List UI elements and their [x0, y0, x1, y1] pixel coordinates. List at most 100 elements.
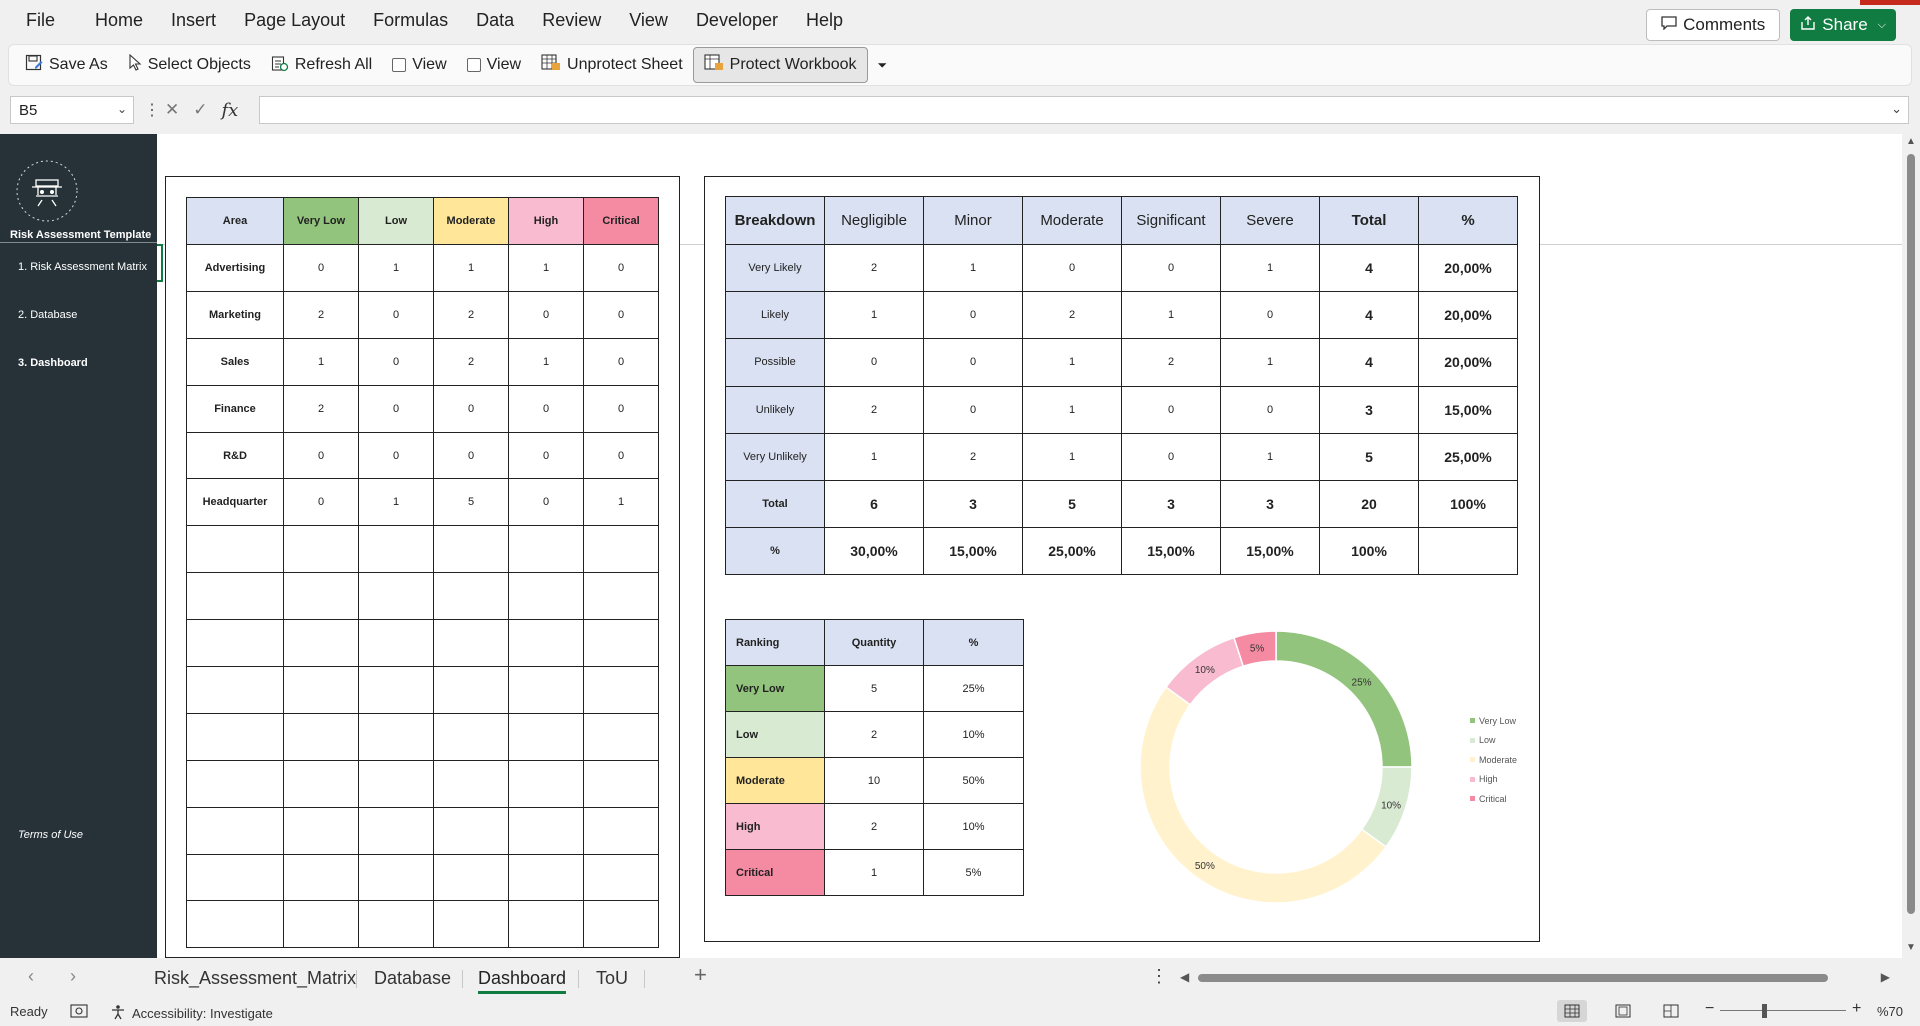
- table-cell[interactable]: 1: [1022, 432, 1122, 481]
- table-cell[interactable]: 1: [923, 243, 1023, 293]
- table-cell[interactable]: [583, 572, 659, 621]
- table-cell[interactable]: 0: [824, 338, 924, 387]
- table-cell[interactable]: 1: [508, 244, 584, 292]
- menu-view[interactable]: View: [629, 9, 668, 30]
- table-cell[interactable]: 0: [923, 291, 1023, 340]
- table-cell[interactable]: 3: [923, 479, 1023, 529]
- table-cell[interactable]: 100%: [1319, 527, 1419, 576]
- confirm-icon[interactable]: ✓: [193, 100, 208, 119]
- area-name-cell[interactable]: R&D: [186, 431, 284, 480]
- menu-review[interactable]: Review: [542, 9, 602, 30]
- table-cell[interactable]: 5: [824, 665, 924, 712]
- table-cell[interactable]: 15,00%: [1220, 527, 1320, 576]
- table-cell[interactable]: [358, 759, 434, 808]
- menu-help[interactable]: Help: [805, 9, 844, 30]
- view-checkbox-2[interactable]: View: [457, 47, 531, 83]
- table-cell[interactable]: [508, 900, 584, 949]
- more-vertical-icon[interactable]: ⋮: [144, 102, 160, 119]
- tab-database[interactable]: Database: [374, 967, 452, 988]
- table-cell[interactable]: [358, 853, 434, 902]
- table-cell[interactable]: 2: [283, 290, 359, 339]
- table-cell[interactable]: [186, 806, 284, 855]
- name-box[interactable]: B5 ⌄: [10, 96, 134, 124]
- table-cell[interactable]: 0: [583, 337, 659, 386]
- table-cell[interactable]: [433, 900, 509, 949]
- view-checkbox-1[interactable]: View: [382, 47, 456, 83]
- table-cell[interactable]: 0: [508, 478, 584, 527]
- header-cell[interactable]: Moderate: [1022, 196, 1122, 245]
- table-cell[interactable]: 0: [283, 431, 359, 480]
- table-cell[interactable]: 0: [1220, 385, 1320, 434]
- table-cell[interactable]: 15,00%: [1418, 385, 1518, 434]
- ranking-label-cell[interactable]: High: [725, 803, 825, 850]
- header-cell[interactable]: Area: [186, 197, 284, 245]
- table-cell[interactable]: [583, 900, 659, 949]
- likelihood-cell[interactable]: Unlikely: [725, 385, 825, 434]
- table-cell[interactable]: 1: [824, 432, 924, 481]
- table-cell[interactable]: 2: [433, 337, 509, 386]
- table-cell[interactable]: 1: [358, 244, 434, 292]
- table-cell[interactable]: [186, 572, 284, 621]
- table-cell[interactable]: 1: [1022, 338, 1122, 387]
- table-cell[interactable]: 1: [583, 478, 659, 527]
- ranking-donut-chart[interactable]: 25% 10% 50% 10% 5%: [1136, 627, 1416, 907]
- table-cell[interactable]: 1: [283, 337, 359, 386]
- ranking-label-cell[interactable]: Very Low: [725, 665, 825, 712]
- menu-developer[interactable]: Developer: [695, 9, 778, 30]
- table-cell[interactable]: 1: [1220, 432, 1320, 481]
- accessibility-status[interactable]: Accessibility: Investigate: [110, 1004, 273, 1023]
- header-cell[interactable]: Ranking: [725, 619, 825, 666]
- table-cell[interactable]: [283, 853, 359, 902]
- horizontal-scroll-thumb[interactable]: [1198, 974, 1828, 982]
- menu-formulas[interactable]: Formulas: [373, 9, 449, 30]
- table-cell[interactable]: [358, 572, 434, 621]
- worksheet-area[interactable]: Risk Assessment Template 1. Risk Assessm…: [0, 134, 1902, 958]
- table-cell[interactable]: 15,00%: [923, 527, 1023, 576]
- area-name-cell[interactable]: Finance: [186, 384, 284, 433]
- header-cell[interactable]: Critical: [583, 197, 659, 245]
- table-cell[interactable]: [358, 666, 434, 714]
- scroll-right-icon[interactable]: ▶: [1880, 970, 1890, 984]
- area-name-cell[interactable]: Advertising: [186, 244, 284, 292]
- chevron-down-icon[interactable]: ⌄: [1891, 101, 1902, 116]
- table-cell[interactable]: 2: [433, 290, 509, 339]
- header-cell[interactable]: %: [923, 619, 1024, 666]
- table-cell[interactable]: 0: [1121, 243, 1221, 293]
- table-cell[interactable]: [358, 619, 434, 668]
- likelihood-cell[interactable]: Very Likely: [725, 243, 825, 293]
- table-cell[interactable]: [283, 712, 359, 761]
- table-cell[interactable]: [283, 759, 359, 808]
- table-cell[interactable]: [508, 619, 584, 668]
- table-cell[interactable]: 30,00%: [824, 527, 924, 576]
- table-cell[interactable]: [186, 525, 284, 574]
- table-cell[interactable]: [433, 619, 509, 668]
- tab-next-icon[interactable]: ›: [70, 966, 76, 986]
- header-cell[interactable]: Negligible: [824, 196, 924, 245]
- table-cell[interactable]: 0: [583, 431, 659, 480]
- table-cell[interactable]: 1: [358, 478, 434, 527]
- table-cell[interactable]: 0: [283, 478, 359, 527]
- table-cell[interactable]: 1: [433, 244, 509, 292]
- zoom-out-icon[interactable]: −: [1705, 1000, 1715, 1017]
- macro-record-icon[interactable]: [70, 1004, 88, 1018]
- ranking-label-cell[interactable]: Critical: [725, 849, 825, 896]
- table-cell[interactable]: [283, 619, 359, 668]
- table-cell[interactable]: [283, 525, 359, 574]
- scroll-left-icon[interactable]: ◀: [1180, 970, 1190, 984]
- table-cell[interactable]: 1: [1022, 385, 1122, 434]
- table-cell[interactable]: 20: [1319, 479, 1419, 529]
- table-cell[interactable]: 15,00%: [1121, 527, 1221, 576]
- select-objects-button[interactable]: Select Objects: [118, 47, 261, 83]
- header-cell[interactable]: High: [508, 197, 584, 245]
- vertical-scroll-thumb[interactable]: [1907, 154, 1915, 914]
- table-cell[interactable]: [433, 806, 509, 855]
- table-cell[interactable]: [283, 806, 359, 855]
- table-cell[interactable]: 25%: [923, 665, 1024, 712]
- zoom-in-icon[interactable]: +: [1852, 1000, 1862, 1017]
- donut-slice-moderate[interactable]: [1139, 686, 1388, 904]
- save-as-button[interactable]: Save As: [15, 47, 118, 83]
- table-cell[interactable]: 5: [433, 478, 509, 527]
- table-cell[interactable]: [433, 572, 509, 621]
- zoom-level[interactable]: %70: [1877, 1004, 1904, 1019]
- table-cell[interactable]: 0: [583, 384, 659, 433]
